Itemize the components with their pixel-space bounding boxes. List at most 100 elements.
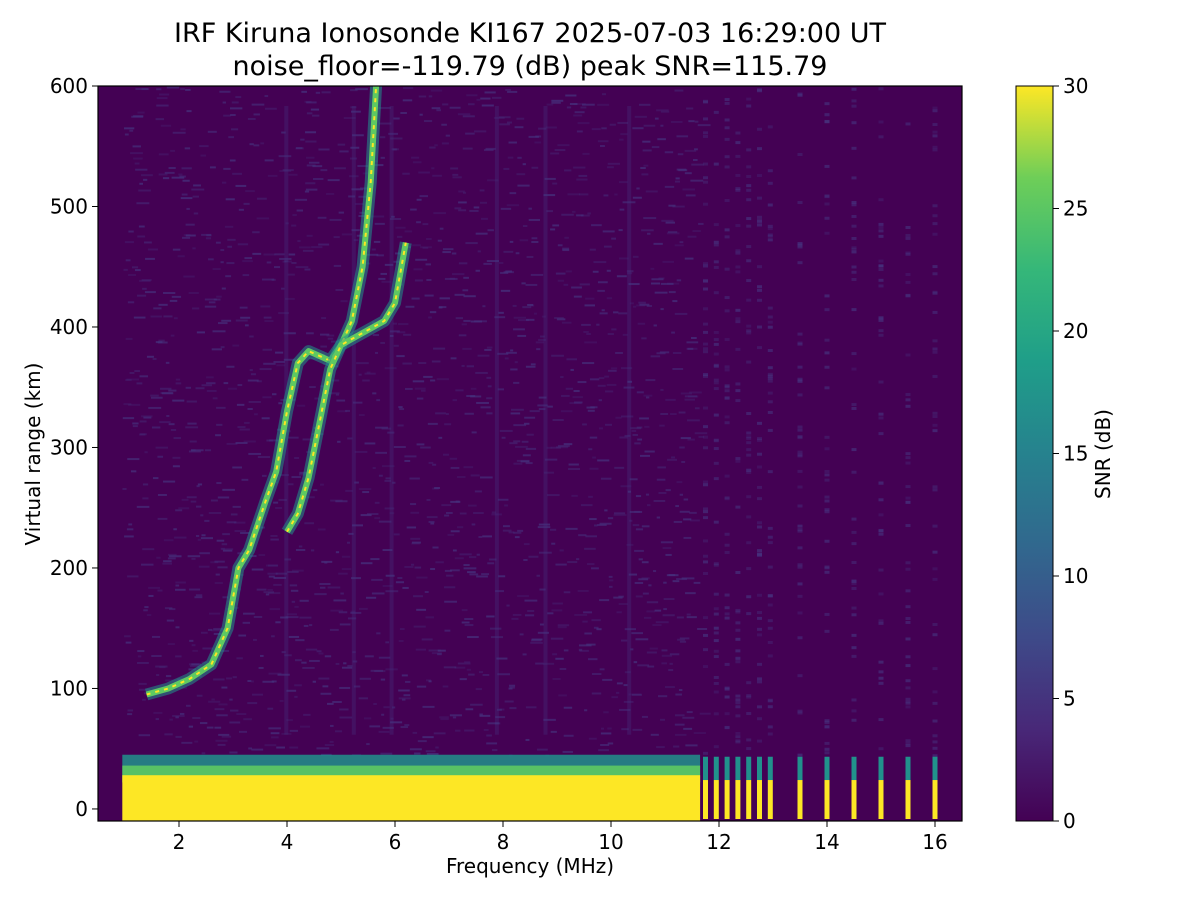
channel-noise	[746, 541, 752, 545]
channel-noise	[851, 581, 857, 585]
noise-cell	[233, 521, 246, 524]
noise-cell	[165, 675, 172, 678]
chart-title: IRF Kiruna Ionosonde KI167 2025-07-03 16…	[173, 18, 887, 49]
noise-cell	[398, 697, 411, 700]
noise-cell	[679, 637, 690, 640]
noise-cell	[193, 212, 199, 215]
noise-cell	[167, 557, 176, 560]
noise-cell	[555, 657, 564, 660]
noise-cell	[372, 392, 377, 395]
noise-cell	[554, 317, 564, 320]
noise-cell	[550, 730, 557, 733]
noise-cell	[608, 369, 617, 372]
channel-noise	[905, 398, 911, 402]
channel-noise	[824, 113, 830, 117]
noise-cell	[208, 612, 221, 615]
noise-cell	[130, 152, 143, 155]
noise-cell	[191, 663, 201, 666]
noise-cell	[295, 548, 306, 551]
noise-cell	[412, 244, 421, 247]
noise-cell	[686, 107, 694, 110]
noise-cell	[423, 120, 433, 123]
channel-noise	[878, 225, 884, 229]
noise-cell	[416, 443, 425, 446]
noise-cell	[314, 593, 327, 596]
noise-cell	[256, 380, 262, 383]
noise-cell	[211, 348, 223, 351]
noise-cell	[509, 684, 516, 687]
noise-cell	[402, 362, 412, 365]
noise-cell	[513, 424, 527, 427]
noise-cell	[195, 534, 200, 537]
noise-cell	[650, 733, 659, 736]
channel-noise	[851, 99, 857, 103]
noise-cell	[457, 113, 471, 116]
noise-cell	[270, 538, 279, 541]
noise-cell	[393, 446, 406, 449]
noise-cell	[153, 711, 163, 714]
noise-cell	[365, 596, 377, 599]
noise-cell	[192, 307, 200, 310]
noise-cell	[133, 157, 143, 160]
noise-cell	[218, 733, 230, 736]
noise-cell	[487, 722, 499, 725]
noise-cell	[314, 397, 320, 400]
noise-cell	[694, 407, 700, 410]
noise-cell	[551, 609, 563, 612]
channel-noise	[724, 155, 730, 159]
noise-cell	[577, 589, 589, 592]
noise-cell	[573, 103, 586, 106]
noise-cell	[589, 248, 596, 251]
channel-noise	[905, 739, 911, 743]
noise-cell	[641, 525, 650, 528]
noise-cell	[131, 266, 139, 269]
noise-cell	[181, 498, 189, 501]
channel-noise	[703, 180, 708, 184]
noise-cell	[597, 103, 610, 106]
noise-cell	[292, 214, 297, 217]
channel-noise	[746, 448, 752, 452]
noise-cell	[200, 631, 208, 634]
noise-cell	[541, 315, 546, 318]
noise-cell	[666, 282, 680, 285]
noise-cell	[437, 239, 442, 242]
noise-cell	[299, 599, 309, 602]
noise-cell	[592, 456, 596, 459]
channel-clutter	[735, 756, 741, 781]
noise-cell	[450, 167, 459, 170]
channel-noise	[757, 220, 762, 224]
noise-cell	[220, 261, 224, 264]
channel-noise	[824, 351, 830, 355]
channel-noise	[746, 441, 752, 445]
noise-cell	[531, 166, 539, 169]
noise-cell	[376, 632, 381, 635]
channel-noise	[757, 147, 762, 151]
noise-cell	[632, 728, 643, 731]
noise-cell	[144, 606, 149, 609]
noise-cell	[582, 152, 590, 155]
noise-cell	[483, 728, 489, 731]
channel-noise	[703, 307, 708, 311]
noise-cell	[128, 230, 134, 233]
noise-cell	[464, 729, 475, 732]
noise-cell	[398, 639, 404, 642]
noise-cell	[285, 222, 289, 225]
noise-cell	[350, 89, 358, 92]
noise-cell	[522, 225, 528, 228]
noise-cell	[409, 477, 420, 480]
noise-cell	[333, 264, 342, 267]
noise-cell	[136, 505, 150, 508]
noise-cell	[321, 317, 327, 320]
noise-cell	[579, 193, 589, 196]
channel-noise	[757, 627, 762, 631]
noise-cell	[213, 298, 221, 301]
x-tick-label: 2	[173, 830, 186, 854]
trace-core	[286, 242, 407, 533]
noise-cell	[661, 654, 673, 657]
noise-cell	[371, 578, 383, 581]
noise-cell	[288, 253, 296, 256]
noise-cell	[250, 373, 256, 376]
noise-cell	[653, 570, 657, 573]
noise-cell	[284, 654, 292, 657]
noise-cell	[416, 608, 427, 611]
